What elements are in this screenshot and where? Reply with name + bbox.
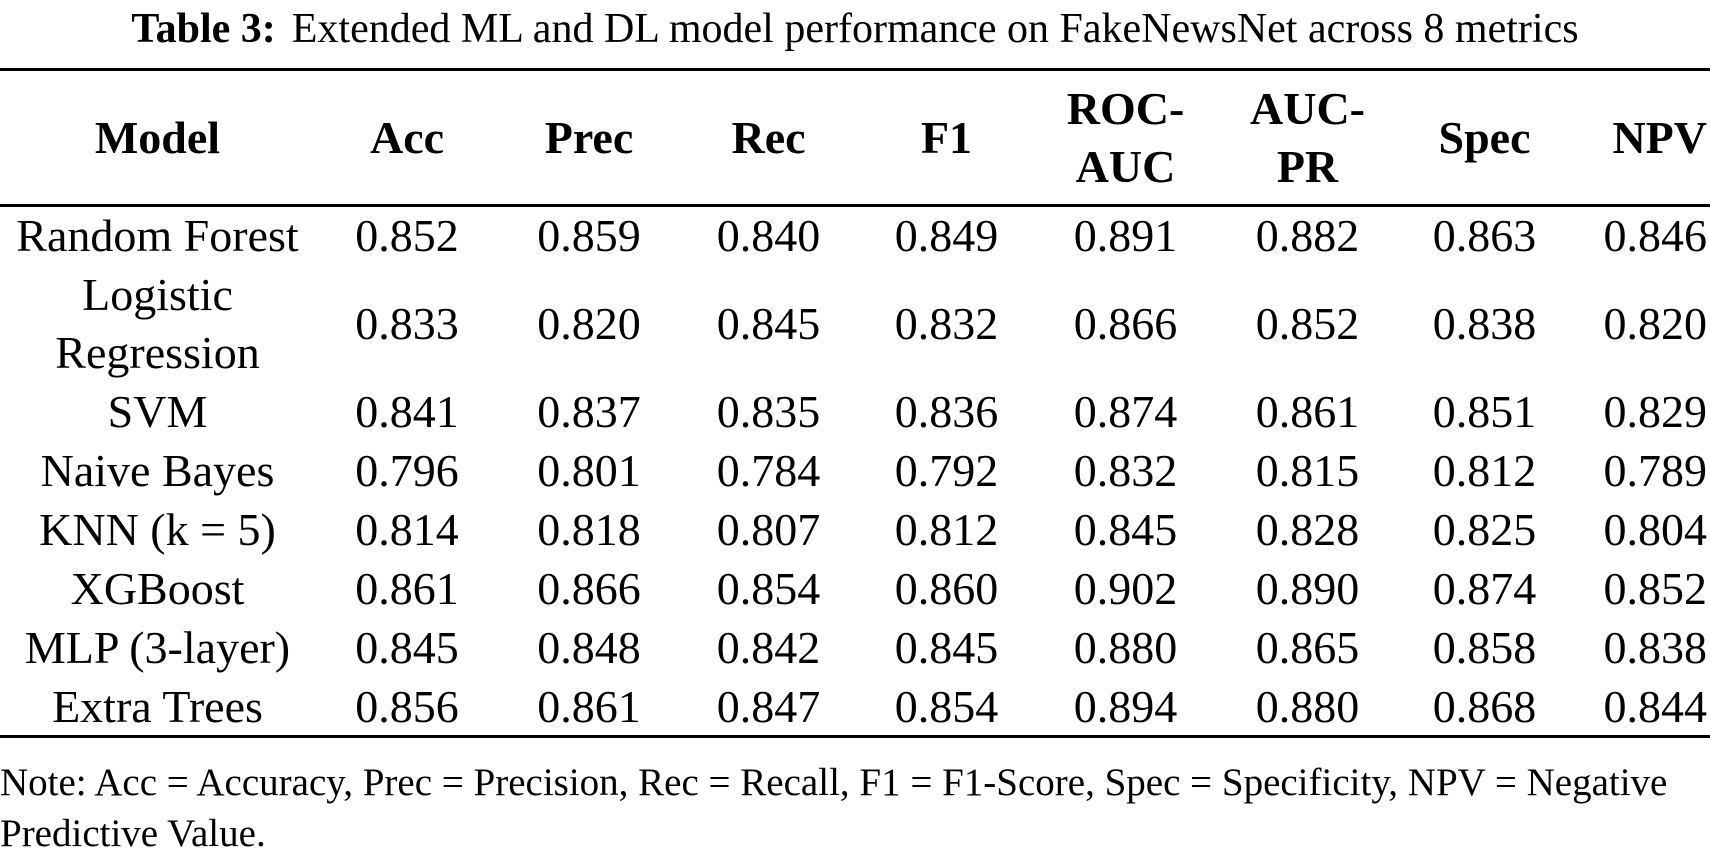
cell-acc: 0.833 <box>355 297 459 349</box>
cell-npv: 0.829 <box>1603 386 1708 438</box>
cell-prec: 0.820 <box>537 297 641 349</box>
cell-npv: 0.846 <box>1603 210 1708 261</box>
cell-roc-auc: 0.894 <box>1073 680 1178 732</box>
table-row-svm: SVM 0.841 0.837 0.835 0.836 0.874 0.861 … <box>0 383 1710 442</box>
column-header-prec: Prec <box>499 69 679 207</box>
cell-roc-auc: 0.891 <box>1073 210 1178 261</box>
cell-f1: 0.860 <box>894 563 999 615</box>
table-note-line-1: Note: Acc = Accuracy, Prec = Precision, … <box>0 761 1668 804</box>
cell-model: Extra Trees <box>52 680 263 732</box>
cell-acc: 0.796 <box>355 445 459 497</box>
table-note-line-2: Predictive Value. <box>0 811 266 855</box>
cell-npv: 0.852 <box>1603 563 1708 615</box>
cell-spec: 0.863 <box>1432 210 1537 261</box>
table-row-xgboost: XGBoost 0.861 0.866 0.854 0.860 0.902 0.… <box>0 560 1710 619</box>
cell-auc-pr: 0.852 <box>1255 297 1360 349</box>
cell-model: Logistic Regression <box>55 269 260 378</box>
table-caption-number: Table 3: <box>131 6 276 52</box>
column-header-model: Model <box>0 69 315 207</box>
table-caption: Table 3: Extended ML and DL model perfor… <box>0 0 1710 68</box>
cell-spec: 0.851 <box>1432 386 1537 438</box>
cell-model: Naive Bayes <box>40 445 275 497</box>
cell-prec: 0.861 <box>537 680 641 732</box>
column-header-f1: F1 <box>858 69 1035 207</box>
cell-rec: 0.854 <box>716 563 821 615</box>
column-header-rec: Rec <box>679 69 858 207</box>
cell-auc-pr: 0.882 <box>1255 210 1360 261</box>
cell-roc-auc: 0.880 <box>1073 622 1178 674</box>
cell-rec: 0.842 <box>716 622 821 674</box>
cell-roc-auc: 0.874 <box>1073 386 1178 438</box>
cell-auc-pr: 0.861 <box>1255 386 1360 438</box>
cell-spec: 0.825 <box>1432 504 1537 556</box>
cell-rec: 0.845 <box>716 297 821 349</box>
cell-f1: 0.854 <box>894 680 999 732</box>
cell-rec: 0.835 <box>716 386 821 438</box>
cell-roc-auc: 0.845 <box>1073 504 1178 556</box>
cell-roc-auc: 0.866 <box>1073 297 1178 349</box>
cell-model: MLP (3-layer) <box>24 622 291 674</box>
cell-npv: 0.838 <box>1603 622 1708 674</box>
cell-spec: 0.874 <box>1432 563 1537 615</box>
cell-acc: 0.856 <box>355 680 459 732</box>
table-caption-title: Extended ML and DL model performance on … <box>291 6 1579 52</box>
cell-auc-pr: 0.828 <box>1255 504 1360 556</box>
cell-npv: 0.789 <box>1603 445 1708 497</box>
cell-model: SVM <box>107 386 208 438</box>
cell-spec: 0.868 <box>1432 680 1537 732</box>
cell-f1: 0.849 <box>894 210 999 261</box>
cell-spec: 0.858 <box>1432 622 1537 674</box>
cell-auc-pr: 0.880 <box>1255 680 1360 732</box>
results-table: Model Acc Prec Rec F1 ROC- AUC AUC- PR S… <box>0 68 1710 738</box>
column-header-acc: Acc <box>315 69 499 207</box>
cell-roc-auc: 0.832 <box>1073 445 1178 497</box>
column-header-auc-pr: AUC- PR <box>1216 69 1399 207</box>
cell-rec: 0.847 <box>716 680 821 732</box>
cell-acc: 0.841 <box>355 386 459 438</box>
table-row-random-forest: Random Forest 0.852 0.859 0.840 0.849 0.… <box>0 206 1710 265</box>
cell-auc-pr: 0.815 <box>1255 445 1360 497</box>
cell-npv: 0.820 <box>1603 297 1708 349</box>
cell-prec: 0.848 <box>537 622 641 674</box>
cell-roc-auc: 0.902 <box>1073 563 1178 615</box>
cell-prec: 0.801 <box>537 445 641 497</box>
cell-model: Random Forest <box>16 210 299 261</box>
table-row-extra-trees: Extra Trees 0.856 0.861 0.847 0.854 0.89… <box>0 678 1710 737</box>
table-row-logistic-regression: Logistic Regression 0.833 0.820 0.845 0.… <box>0 265 1710 383</box>
table-row-knn: KNN (k = 5) 0.814 0.818 0.807 0.812 0.84… <box>0 501 1710 560</box>
cell-acc: 0.845 <box>355 622 459 674</box>
cell-f1: 0.832 <box>894 297 999 349</box>
cell-prec: 0.859 <box>537 210 641 261</box>
cell-model: KNN (k = 5) <box>39 504 276 556</box>
table-row-naive-bayes: Naive Bayes 0.796 0.801 0.784 0.792 0.83… <box>0 442 1710 501</box>
cell-f1: 0.812 <box>894 504 999 556</box>
table-note: Note: Acc = Accuracy, Prec = Precision, … <box>0 758 1710 859</box>
column-header-roc-auc: ROC- AUC <box>1035 69 1216 207</box>
cell-rec: 0.840 <box>716 210 821 261</box>
cell-f1: 0.845 <box>894 622 999 674</box>
cell-npv: 0.844 <box>1603 680 1708 732</box>
cell-auc-pr: 0.890 <box>1255 563 1360 615</box>
cell-npv: 0.804 <box>1603 504 1708 556</box>
table-row-mlp: MLP (3-layer) 0.845 0.848 0.842 0.845 0.… <box>0 619 1710 678</box>
cell-f1: 0.792 <box>894 445 999 497</box>
column-header-spec: Spec <box>1399 69 1570 207</box>
header-row: Model Acc Prec Rec F1 ROC- AUC AUC- PR S… <box>0 69 1710 207</box>
cell-spec: 0.838 <box>1432 297 1537 349</box>
cell-model: XGBoost <box>70 563 245 615</box>
cell-rec: 0.784 <box>716 445 821 497</box>
cell-auc-pr: 0.865 <box>1255 622 1360 674</box>
cell-prec: 0.818 <box>537 504 641 556</box>
cell-rec: 0.807 <box>716 504 821 556</box>
column-header-npv: NPV <box>1570 69 1710 207</box>
cell-acc: 0.814 <box>355 504 459 556</box>
cell-prec: 0.866 <box>537 563 641 615</box>
cell-spec: 0.812 <box>1432 445 1537 497</box>
cell-prec: 0.837 <box>537 386 641 438</box>
cell-acc: 0.852 <box>355 210 459 261</box>
cell-f1: 0.836 <box>894 386 999 438</box>
cell-acc: 0.861 <box>355 563 459 615</box>
